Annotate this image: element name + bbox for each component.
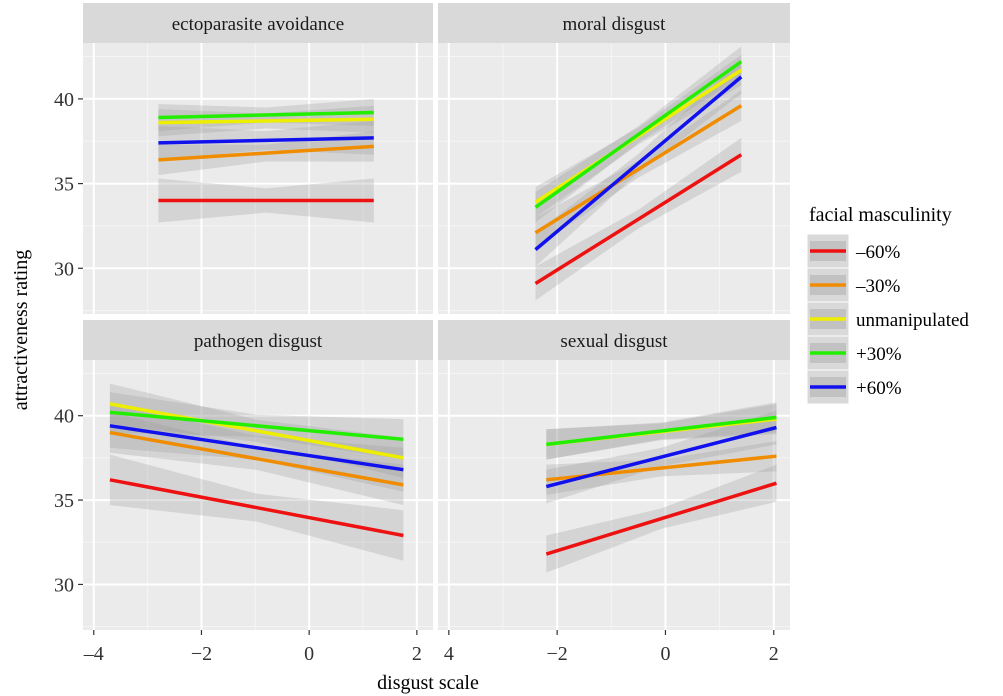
series-group — [158, 98, 374, 223]
panel-ectoparasite-avoidance: ectoparasite avoidance — [83, 3, 433, 314]
series-group — [545, 402, 777, 573]
series-line-–30% — [534, 104, 743, 235]
x-tick-label: –4 — [83, 643, 104, 665]
facet-strip — [438, 3, 790, 43]
series-line-unmanipulated — [158, 117, 374, 125]
legend-title: facial masculinity — [809, 204, 952, 226]
series-line-–60% — [545, 481, 777, 556]
x-axis-title: disgust scale — [377, 672, 479, 694]
legend-entry: –30% — [806, 267, 901, 303]
series-line-+30% — [158, 110, 374, 120]
legend-entry: unmanipulated — [806, 301, 969, 337]
y-tick-label: 35 — [54, 490, 74, 512]
facet-title: pathogen disgust — [194, 331, 323, 352]
facet-strip — [83, 3, 433, 43]
series-line-+30% — [546, 415, 777, 447]
facet-strip — [83, 320, 433, 360]
x-tick-label: 0 — [660, 643, 670, 665]
major-grid — [83, 360, 433, 630]
facet-title: sexual disgust — [560, 331, 668, 352]
legend-label: +30% — [856, 344, 902, 365]
legend-entry: –60% — [806, 233, 901, 269]
series-line-+60% — [534, 75, 743, 251]
series-line-+30% — [109, 410, 404, 442]
x-tick-label: 0 — [304, 643, 314, 665]
legend-label: –60% — [855, 242, 901, 263]
legend-entry: +60% — [806, 369, 902, 405]
y-tick-label: 30 — [54, 574, 74, 596]
series-line-–30% — [109, 430, 404, 487]
x-tick-label: 2 — [769, 643, 779, 665]
legend-label: +60% — [856, 378, 902, 399]
y-tick-label: 40 — [54, 406, 74, 428]
facet-strip — [438, 320, 790, 360]
y-tick-label: 30 — [54, 258, 74, 280]
series-group — [534, 46, 743, 301]
facet-title: moral disgust — [563, 14, 667, 35]
x-tick-label: 4 — [444, 643, 454, 665]
panel-moral-disgust: moral disgust — [438, 3, 790, 314]
y-tick-label: 40 — [54, 89, 74, 111]
major-grid — [83, 43, 433, 314]
panel-pathogen-disgust: pathogen disgust — [83, 320, 433, 630]
series-line-–60% — [534, 153, 743, 285]
legend-label: unmanipulated — [856, 310, 969, 331]
series-line-+60% — [158, 136, 374, 145]
legend-label: –30% — [855, 276, 901, 297]
x-tick-label: −2 — [546, 643, 567, 665]
y-tick-label: 35 — [54, 174, 74, 196]
series-line-–60% — [109, 478, 404, 538]
facet-title: ectoparasite avoidance — [172, 14, 344, 35]
y-axis-title: attractiveness rating — [10, 250, 32, 411]
x-tick-label: −2 — [191, 643, 212, 665]
panel-sexual-disgust: sexual disgust — [438, 320, 790, 630]
series-line-+60% — [545, 425, 777, 489]
series-line-–30% — [158, 144, 374, 162]
legend-keys: –60% –30% unmanipulated +30% +60% — [806, 233, 969, 405]
legend: facial masculinity –60% –30% unmanipulated… — [806, 204, 969, 405]
series-line-+30% — [534, 60, 743, 209]
series-line-+60% — [109, 424, 404, 472]
plot-background — [83, 43, 433, 314]
panels-layer: ectoparasite avoidance moral disgust patho… — [83, 3, 790, 630]
axes-layer: 30 35 40 –4 −2 0 2 30 35 40 4 −2 0 2 — [54, 89, 779, 665]
series-line-unmanipulated — [109, 402, 404, 460]
legend-entry: +30% — [806, 335, 902, 371]
x-tick-label: 2 — [412, 643, 422, 665]
major-grid — [438, 360, 790, 630]
series-group — [109, 383, 404, 561]
